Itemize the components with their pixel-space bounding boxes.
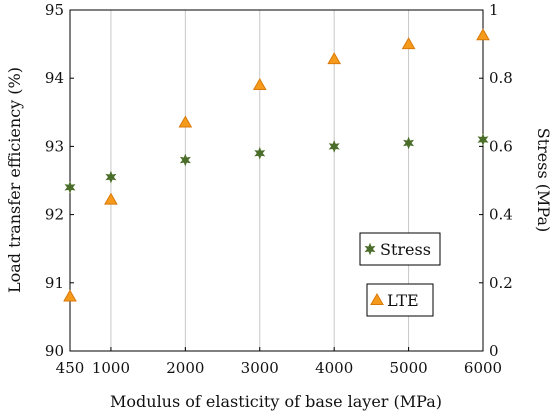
stress-point [64,181,76,194]
x-tick-label: 3000 [241,359,279,377]
x-tick-label: 1000 [92,359,130,377]
y-left-tick-label: 90 [45,342,64,360]
x-tick-label: 6000 [464,359,502,377]
legend-stress-box [359,232,441,266]
series-lte [63,28,490,302]
x-axis-label: Modulus of elasticity of base layer (MPa… [110,392,442,411]
lte-point [401,37,416,50]
y-right-tick-label: 0 [489,342,499,360]
lte-point [327,52,342,65]
y-right-tick-label: 0.6 [489,137,513,155]
stress-point [477,133,489,146]
y-left-tick-label: 92 [45,206,64,224]
stress-point [179,153,191,167]
legend-stress-marker [364,242,376,256]
lte-point [252,78,267,91]
x-tick-label: 5000 [389,359,427,377]
series-stress [64,133,489,194]
y-left-tick-label: 91 [45,274,64,292]
y-right-axis-label: Stress (MPa) [534,128,550,232]
y-right-tick-label: 1 [489,1,499,19]
legend-stress-label: Stress [380,240,431,259]
stress-point [105,170,117,184]
stress-point [328,140,340,153]
legend-lte: LTE [366,283,434,317]
lte-point [178,115,193,128]
y-right-tick-label: 0.4 [489,206,513,224]
data-marks [63,28,490,302]
plot-frame [69,9,484,352]
y-left-axis-label: Load transfer efficiency (%) [5,67,24,293]
y-left-tick-label: 94 [45,69,64,87]
legend-lte-marker [370,292,384,305]
lte-point [63,289,77,302]
y-left-tick-label: 95 [45,1,64,19]
x-tick-label: 2000 [166,359,204,377]
ticks: 450 1000 2000 3000 4000 5000 6000 90 91 92 93 94 95 0… [45,1,513,377]
lte-point [104,192,118,205]
y-left-tick-label: 93 [45,137,64,155]
stress-point [403,136,415,150]
legend-lte-label: LTE [387,291,419,310]
x-tick-label: 450 [56,359,85,377]
legend-stress: Stress [359,232,441,266]
x-tick-label: 4000 [315,359,353,377]
stress-point [254,146,266,160]
y-right-tick-label: 0.8 [489,69,513,87]
lte-point [476,28,490,41]
y-right-tick-label: 0.2 [489,274,513,292]
